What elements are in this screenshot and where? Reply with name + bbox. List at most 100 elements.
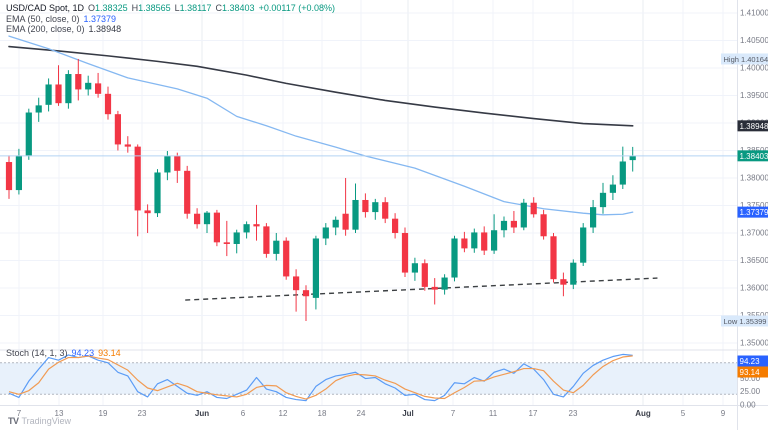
candle-body	[283, 240, 290, 277]
indicator-row-ema50[interactable]: EMA (50, close, 0) 1.37379	[6, 14, 335, 25]
candle-body	[392, 218, 399, 233]
candle-body	[421, 263, 428, 287]
svg-text:High 1.40164: High 1.40164	[724, 55, 768, 64]
stoch-%K-line	[8, 353, 633, 402]
candle-body	[174, 155, 181, 171]
candle-body	[35, 105, 42, 113]
ema50-badge: 1.37379	[737, 206, 768, 218]
stoch-tick: 0.00	[740, 400, 756, 409]
stoch-tick: 25.00	[740, 387, 761, 396]
candle-body	[95, 83, 102, 94]
time-tick: Aug	[635, 409, 651, 418]
ohlc-letter: O	[88, 3, 96, 13]
candle-body	[372, 202, 379, 213]
time-tick: 7	[17, 409, 22, 418]
candle-body	[609, 184, 616, 193]
price-tick: 1.38000	[740, 173, 768, 182]
price-tick: 1.41000	[740, 8, 768, 17]
price-tick: 1.36500	[740, 256, 768, 265]
svg-text:1.37379: 1.37379	[740, 208, 768, 217]
time-tick: Jul	[402, 409, 414, 418]
candles[interactable]	[5, 58, 636, 321]
candle-body	[312, 238, 319, 298]
stoch-legend-row[interactable]: Stoch (14, 1, 3) 94.23 93.14	[6, 348, 121, 358]
time-tick: 23	[569, 409, 578, 418]
candle-body	[114, 114, 121, 145]
candle-body	[411, 263, 418, 273]
time-tick: 17	[529, 409, 538, 418]
ohlc-value: 1.38325	[95, 3, 128, 13]
stoch-lines	[8, 353, 633, 402]
range-marker-low: Low 1.35399	[721, 315, 768, 327]
candle-body	[560, 279, 567, 285]
candle-body	[510, 220, 517, 228]
candle-body	[451, 238, 458, 278]
candle-body	[491, 230, 498, 251]
svg-text:94.23: 94.23	[740, 357, 761, 366]
symbol-title[interactable]: USD/CAD Spot, 1D	[6, 3, 85, 13]
candle-body	[471, 232, 478, 249]
candle-body	[85, 82, 92, 90]
time-tick: Jun	[195, 409, 209, 418]
indicator-row-ema200[interactable]: EMA (200, close, 0) 1.38948	[6, 24, 335, 35]
candle-body	[233, 232, 240, 244]
time-tick: 11	[489, 409, 498, 418]
price-tick: 1.37000	[740, 228, 768, 237]
candle-body	[154, 172, 161, 214]
candle-body	[273, 240, 280, 254]
candle-body	[104, 93, 112, 115]
ema50-line[interactable]	[8, 35, 634, 216]
candle-body	[15, 155, 22, 191]
ohlc-value: 1.38117	[179, 3, 212, 13]
svg-text:Low 1.35399: Low 1.35399	[724, 317, 767, 326]
time-tick: 24	[357, 409, 366, 418]
stoch-k-badge: 94.23	[737, 355, 768, 367]
stoch-d-value: 93.14	[98, 348, 121, 358]
candle-body	[580, 227, 587, 263]
candle-body	[124, 144, 131, 147]
candle-body	[530, 202, 537, 215]
ohlc-value: 1.38403	[222, 3, 255, 13]
trendline[interactable]	[185, 277, 658, 301]
svg-text:1.38948: 1.38948	[740, 122, 768, 131]
candle-body	[500, 220, 508, 231]
last-price-badge: 1.38403	[737, 150, 768, 162]
candle-body	[599, 192, 607, 208]
ema200-line[interactable]	[8, 45, 634, 127]
ema200-label: EMA (200, close, 0)	[6, 24, 85, 34]
price-tick: 1.39500	[740, 91, 768, 100]
symbol-legend-row[interactable]: USD/CAD Spot, 1D O1.38325 H1.38565 L1.38117…	[6, 3, 335, 14]
tradingview-attribution[interactable]: TV TradingView	[8, 416, 71, 426]
time-tick: 18	[318, 409, 327, 418]
candle-body	[342, 213, 349, 230]
ema50-value: 1.37379	[83, 13, 117, 24]
chart-legend: USD/CAD Spot, 1D O1.38325 H1.38565 L1.38117…	[6, 3, 335, 35]
candle-body	[164, 155, 171, 173]
candle-body	[293, 276, 300, 291]
ohlc-value: 1.38565	[138, 3, 171, 13]
ohlc-letter: L	[174, 3, 180, 13]
ohlc-letter: C	[215, 3, 223, 13]
candle-body	[362, 199, 369, 213]
candle-body	[243, 224, 250, 233]
stoch-tick: 50.00	[740, 374, 761, 383]
candle-body	[401, 232, 409, 273]
time-tick: 5	[681, 409, 686, 418]
candle-body	[540, 214, 547, 237]
stoch-d-badge: 93.14	[737, 366, 768, 378]
candle-body	[5, 162, 13, 191]
candle-body	[45, 84, 52, 105]
candle-body	[322, 227, 329, 239]
stoch-%D-line	[8, 355, 633, 400]
candle-body	[302, 290, 310, 297]
price-tick: 1.40500	[740, 36, 768, 45]
candle-body	[144, 210, 151, 214]
ema200-value: 1.38948	[88, 24, 122, 34]
candle-body	[263, 226, 270, 254]
candle-body	[629, 155, 636, 161]
candle-body	[213, 212, 220, 243]
time-tick: 12	[279, 409, 288, 418]
time-axis[interactable]: 7 13 19 23 Jun 6 12 18 24 Jul 7 11 17 23 Aug 5 9	[17, 409, 726, 418]
candle-body	[520, 202, 527, 228]
